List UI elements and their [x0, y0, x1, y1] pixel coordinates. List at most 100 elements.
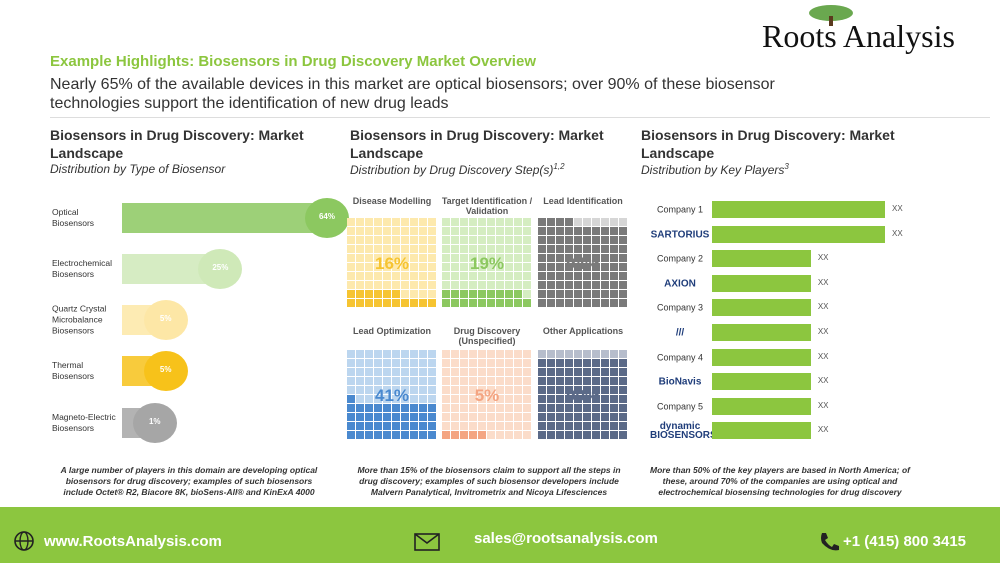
waffle-cell: [401, 236, 409, 244]
waffle-cell: [374, 227, 382, 235]
waffle-cell-filled: [383, 299, 391, 307]
email[interactable]: sales@rootsanalysis.com: [474, 530, 658, 547]
waffle-cell: [383, 377, 391, 385]
waffle-cell: [514, 218, 522, 226]
waffle-cell-filled: [592, 359, 600, 367]
value-label: 90%: [565, 386, 601, 405]
waffle-cell-filled: [356, 413, 364, 421]
panel-title: Biosensors in Drug Discovery: Market Lan…: [50, 127, 304, 161]
waffle-cell-filled: [428, 422, 436, 430]
waffle-cell: [410, 395, 418, 403]
waffle-cell-filled: [574, 413, 582, 421]
waffle-cell: [383, 254, 391, 262]
waffle-cell: [487, 359, 495, 367]
waffle-cell-filled: [538, 299, 546, 307]
waffle-cell-filled: [619, 290, 627, 298]
waffle-cell: [442, 245, 450, 253]
waffle-cell-filled: [574, 290, 582, 298]
waffle-cell-filled: [583, 368, 591, 376]
waffle-cell: [428, 245, 436, 253]
category-label: Company 3: [656, 302, 704, 313]
waffle-cell: [442, 377, 450, 385]
panel-note: More than 15% of the biosensors claim to…: [357, 465, 621, 497]
waffle-cell-filled: [410, 422, 418, 430]
waffle-cell-filled: [374, 404, 382, 412]
waffle-cell-filled: [619, 281, 627, 289]
waffle-cell-filled: [583, 422, 591, 430]
category-label: ///: [675, 327, 685, 339]
bar: [712, 201, 885, 218]
waffle-cell: [460, 227, 468, 235]
waffle-cell: [401, 290, 409, 298]
waffle-cell-filled: [451, 299, 459, 307]
waffle-cell: [401, 263, 409, 271]
waffle-cell: [469, 245, 477, 253]
waffle-cell: [469, 281, 477, 289]
waffle-cell: [505, 281, 513, 289]
waffle-cell: [410, 263, 418, 271]
waffle-cell-filled: [374, 431, 382, 439]
waffle-cell: [583, 218, 591, 226]
waffle-cell: [374, 377, 382, 385]
waffle-cell: [383, 263, 391, 271]
waffle-cell: [442, 236, 450, 244]
waffle-cell: [469, 386, 477, 394]
waffle-cell: [356, 254, 364, 262]
waffle-cell: [496, 254, 504, 262]
waffle-cell-filled: [365, 299, 373, 307]
waffle-cell: [487, 281, 495, 289]
waffle-cell: [487, 422, 495, 430]
waffle-cell-filled: [556, 227, 564, 235]
waffle-cell-filled: [356, 290, 364, 298]
waffle-cell-filled: [592, 404, 600, 412]
waffle-cell: [487, 350, 495, 358]
waffle-cell-filled: [356, 431, 364, 439]
waffle-cell: [547, 350, 555, 358]
waffle-cell-filled: [592, 368, 600, 376]
waffle-cell-filled: [574, 386, 582, 394]
waffle-cell: [469, 227, 477, 235]
waffle-cell-filled: [356, 422, 364, 430]
bar: [712, 299, 811, 317]
waffle-cell-filled: [619, 272, 627, 280]
waffle-cell-filled: [556, 431, 564, 439]
waffle-cell-filled: [383, 422, 391, 430]
waffle-cell: [505, 386, 513, 394]
waffle-cell: [574, 350, 582, 358]
waffle-cell: [619, 218, 627, 226]
bar: [712, 373, 811, 391]
waffle-cell: [478, 422, 486, 430]
waffle-cell-filled: [574, 359, 582, 367]
waffle-cell-filled: [547, 227, 555, 235]
waffle-cell-filled: [583, 359, 591, 367]
panel-subtitle: Distribution by Key Players3: [641, 162, 789, 177]
waffle-cell-filled: [383, 290, 391, 298]
waffle-cell-filled: [547, 422, 555, 430]
waffle-cell-filled: [347, 422, 355, 430]
waffle-cell: [505, 377, 513, 385]
waffle-cell-filled: [601, 431, 609, 439]
website[interactable]: www.RootsAnalysis.com: [44, 533, 222, 550]
waffle-cell: [383, 368, 391, 376]
waffle-cell-filled: [565, 254, 573, 262]
waffle-cell-filled: [538, 422, 546, 430]
waffle-cell-filled: [610, 413, 618, 421]
waffle-cell: [410, 272, 418, 280]
waffle-cell-filled: [374, 290, 382, 298]
phone[interactable]: +1 (415) 800 3415: [843, 533, 967, 550]
category-label: Magneto-Electric Biosensors: [52, 412, 116, 433]
waffle-cell-filled: [610, 377, 618, 385]
value-label: 16%: [374, 254, 410, 273]
panel-label: Target Identification / Validation: [441, 196, 533, 216]
waffle-cell: [365, 227, 373, 235]
waffle-cell: [419, 272, 427, 280]
waffle-cell: [523, 236, 531, 244]
waffle-cell: [451, 359, 459, 367]
waffle-cell: [347, 350, 355, 358]
waffle-cell-filled: [565, 404, 573, 412]
waffle-cell: [392, 236, 400, 244]
waffle-cell: [365, 350, 373, 358]
waffle-cell: [496, 281, 504, 289]
value-label: 94%: [565, 254, 601, 273]
waffle-cell-filled: [601, 395, 609, 403]
